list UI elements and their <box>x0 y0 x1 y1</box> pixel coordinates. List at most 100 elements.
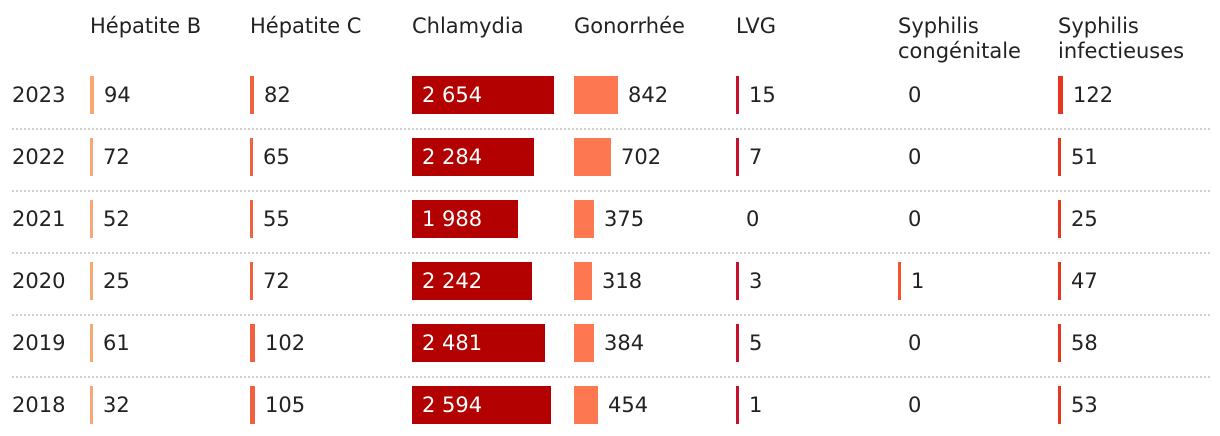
value-lvg: 7 <box>749 145 763 169</box>
table-row: 2021 52 55 1 988 375 0 0 25 <box>0 198 1210 260</box>
value-syphilis-infectieuses: 53 <box>1071 393 1098 417</box>
bar-syphilis-infectieuses <box>1058 324 1061 362</box>
value-lvg: 0 <box>746 207 760 231</box>
bar-hepatite-c <box>250 200 253 238</box>
value-gonorrhee: 702 <box>621 145 662 169</box>
bar-chlamydia <box>412 262 532 300</box>
value-hepatite-c: 102 <box>265 331 306 355</box>
bar-hepatite-c <box>250 76 254 114</box>
bar-syphilis-infectieuses <box>1058 262 1061 300</box>
bar-lvg <box>736 262 739 300</box>
bar-chlamydia <box>412 200 518 238</box>
bar-chlamydia <box>412 76 554 114</box>
row-year: 2023 <box>12 83 66 107</box>
value-chlamydia: 2 654 <box>422 83 483 107</box>
bar-gonorrhee <box>574 262 592 300</box>
value-gonorrhee: 454 <box>608 393 649 417</box>
row-divider <box>12 252 1210 254</box>
value-syphilis-congenitale: 1 <box>911 269 925 293</box>
value-lvg: 5 <box>749 331 763 355</box>
row-year: 2019 <box>12 331 66 355</box>
row-year: 2021 <box>12 207 66 231</box>
bar-syphilis-infectieuses <box>1058 138 1061 176</box>
table-row: 2018 32 105 2 594 454 1 0 53 <box>0 384 1210 436</box>
value-syphilis-congenitale: 0 <box>908 393 922 417</box>
row-year: 2020 <box>12 269 66 293</box>
bar-hepatite-c <box>250 324 255 362</box>
value-chlamydia: 2 242 <box>422 269 483 293</box>
bar-gonorrhee <box>574 76 618 114</box>
bar-gonorrhee <box>574 138 611 176</box>
row-divider <box>12 376 1210 378</box>
value-syphilis-congenitale: 0 <box>908 207 922 231</box>
value-syphilis-infectieuses: 51 <box>1071 145 1098 169</box>
value-syphilis-infectieuses: 58 <box>1071 331 1098 355</box>
value-hepatite-b: 52 <box>103 207 130 231</box>
row-year: 2022 <box>12 145 66 169</box>
value-chlamydia: 2 481 <box>422 331 483 355</box>
value-gonorrhee: 318 <box>602 269 643 293</box>
table-row: 2020 25 72 2 242 318 3 1 47 <box>0 260 1210 322</box>
value-hepatite-b: 61 <box>103 331 130 355</box>
value-hepatite-b: 32 <box>103 393 130 417</box>
bar-syphilis-infectieuses <box>1058 200 1061 238</box>
row-divider <box>12 128 1210 130</box>
bar-hepatite-b <box>90 138 93 176</box>
col-header-chlamydia: Chlamydia <box>412 14 524 38</box>
bar-hepatite-b <box>90 262 93 300</box>
value-syphilis-infectieuses: 47 <box>1071 269 1098 293</box>
value-syphilis-congenitale: 0 <box>908 145 922 169</box>
value-hepatite-b: 25 <box>103 269 130 293</box>
table-row: 2019 61 102 2 481 384 5 0 58 <box>0 322 1210 384</box>
bar-gonorrhee <box>574 324 594 362</box>
bar-chlamydia <box>412 138 534 176</box>
value-syphilis-congenitale: 0 <box>908 83 922 107</box>
table-row: 2022 72 65 2 284 702 7 0 51 <box>0 136 1210 198</box>
bar-hepatite-b <box>90 386 93 424</box>
bar-hepatite-c <box>250 138 253 176</box>
table-row: 2023 94 82 2 654 842 15 0 122 <box>0 74 1210 136</box>
value-hepatite-c: 72 <box>263 269 290 293</box>
value-hepatite-b: 72 <box>103 145 130 169</box>
value-chlamydia: 2 284 <box>422 145 483 169</box>
bar-syphilis-congenitale <box>898 262 901 300</box>
col-header-lvg: LVG <box>736 14 777 38</box>
value-lvg: 1 <box>749 393 763 417</box>
bar-chlamydia <box>412 324 545 362</box>
bar-lvg <box>736 138 739 176</box>
bar-hepatite-c <box>250 262 253 300</box>
bar-lvg <box>736 76 739 114</box>
row-divider <box>12 190 1210 192</box>
bar-gonorrhee <box>574 200 594 238</box>
value-syphilis-congenitale: 0 <box>908 331 922 355</box>
col-header-syphilis-congenitale: Syphilis congénitale <box>898 14 1021 63</box>
value-hepatite-c: 65 <box>263 145 290 169</box>
col-header-hepatite-b: Hépatite B <box>90 14 202 38</box>
value-gonorrhee: 375 <box>604 207 645 231</box>
value-hepatite-c: 55 <box>263 207 290 231</box>
value-hepatite-b: 94 <box>104 83 131 107</box>
col-header-hepatite-c: Hépatite C <box>250 14 362 38</box>
row-year: 2018 <box>12 393 66 417</box>
bar-chlamydia <box>412 386 551 424</box>
col-header-gonorrhee: Gonorrhée <box>574 14 685 38</box>
value-hepatite-c: 82 <box>264 83 291 107</box>
bar-hepatite-b <box>90 200 93 238</box>
bar-hepatite-b <box>90 76 94 114</box>
bar-syphilis-infectieuses <box>1058 76 1063 114</box>
value-chlamydia: 1 988 <box>422 207 483 231</box>
value-hepatite-c: 105 <box>265 393 306 417</box>
col-header-syphilis-infectieuses: Syphilis infectieuses <box>1058 14 1185 63</box>
row-divider <box>12 314 1210 316</box>
bar-gonorrhee <box>574 386 598 424</box>
bar-hepatite-b <box>90 324 93 362</box>
value-syphilis-infectieuses: 25 <box>1071 207 1098 231</box>
bar-hepatite-c <box>250 386 255 424</box>
value-chlamydia: 2 594 <box>422 393 483 417</box>
value-lvg: 15 <box>749 83 776 107</box>
bar-lvg <box>736 324 739 362</box>
value-gonorrhee: 384 <box>604 331 645 355</box>
value-syphilis-infectieuses: 122 <box>1073 83 1114 107</box>
value-lvg: 3 <box>749 269 763 293</box>
